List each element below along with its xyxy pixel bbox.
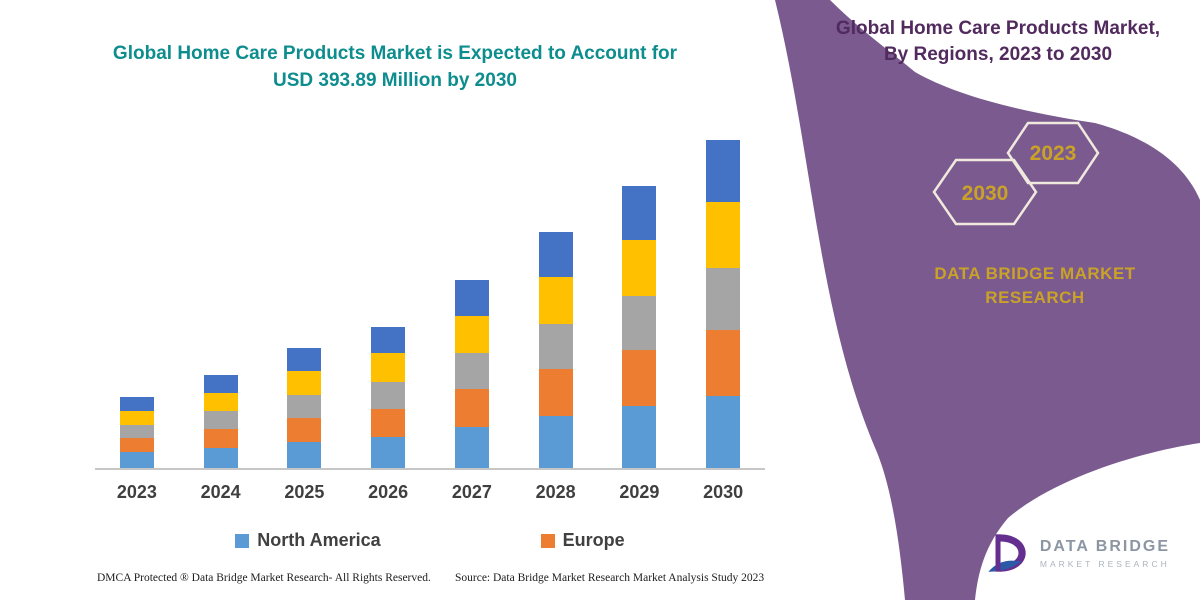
bar-segment-north-america-2026 <box>371 436 406 468</box>
purple-swoosh-shape <box>775 0 1200 600</box>
bar-segment-europe-2028 <box>538 369 573 417</box>
chart: 2023 2024 2025 2026 2027 2028 2029 2030 <box>95 135 765 503</box>
dbmr-logo-text: DATA BRIDGE MARKET RESEARCH <box>1040 538 1170 569</box>
bar-segment-series4-2024 <box>203 392 238 412</box>
bar-segment-series3-2028 <box>538 324 573 370</box>
logo-tagline: MARKET RESEARCH <box>1039 558 1170 569</box>
stacked-bar-2024 <box>203 374 238 468</box>
chart-title-line1: Global Home Care Products Market is Expe… <box>112 43 678 64</box>
bar-segment-series5-2028 <box>538 232 573 278</box>
bar-segment-series3-2023 <box>119 424 154 439</box>
x-tick-2027: 2027 <box>451 482 492 502</box>
brand-wordmark: DATA BRIDGE MARKET RESEARCH <box>915 262 1155 310</box>
bar-slot-2028 <box>514 135 598 468</box>
bar-segment-europe-2029 <box>622 349 657 406</box>
bar-segment-series4-2028 <box>538 277 573 325</box>
bar-segment-europe-2027 <box>454 389 489 427</box>
plot-area <box>95 135 765 470</box>
bar-segment-series5-2026 <box>371 326 406 354</box>
bar-slot-2030 <box>681 135 765 468</box>
stacked-bar-2028 <box>538 232 573 468</box>
legend-label: North America <box>257 530 381 550</box>
bar-segment-series5-2025 <box>287 348 322 371</box>
dbmr-logo: DATA BRIDGE MARKET RESEARCH <box>984 528 1170 578</box>
bar-segment-europe-2023 <box>119 438 154 453</box>
bar-segment-series3-2029 <box>622 295 657 350</box>
logo-name: DATA BRIDGE <box>1039 537 1170 555</box>
dbmr-logo-mark-icon <box>988 534 1026 572</box>
bar-segment-europe-2030 <box>706 330 741 396</box>
bar-segment-north-america-2025 <box>287 441 322 468</box>
legend-item-europe: Europe <box>540 530 625 551</box>
bar-slot-2025 <box>263 135 347 468</box>
bar-segment-series3-2024 <box>203 411 238 429</box>
x-tick-2030: 2030 <box>703 482 744 502</box>
hexagon-2023-label: 2023 <box>1030 142 1077 165</box>
panel-title-line2: By Regions, 2023 to 2030 <box>883 44 1113 65</box>
hexagon-2023 <box>1006 121 1100 185</box>
panel-title: Global Home Care Products Market, By Reg… <box>828 16 1168 68</box>
bar-segment-series5-2030 <box>706 140 741 203</box>
bar-segment-series4-2023 <box>119 410 154 425</box>
footer-dmca-text: DMCA Protected ® Data Bridge Market Rese… <box>97 572 431 584</box>
brand-line1: DATA BRIDGE MARKET <box>934 264 1136 283</box>
bar-slot-2023 <box>95 135 179 468</box>
stacked-bar-2026 <box>371 326 406 468</box>
bar-segment-north-america-2029 <box>622 405 657 468</box>
bar-slot-2029 <box>598 135 682 468</box>
stacked-bar-2030 <box>706 140 741 468</box>
stacked-bar-2029 <box>622 185 657 468</box>
brand-line2: RESEARCH <box>985 288 1085 307</box>
bar-segment-series5-2027 <box>454 280 489 316</box>
x-tick-2023: 2023 <box>116 482 157 502</box>
bar-segment-series4-2026 <box>371 353 406 382</box>
legend-item-north-america: North America <box>235 530 381 551</box>
stacked-bar-2025 <box>287 348 322 468</box>
chart-title: Global Home Care Products Market is Expe… <box>70 40 720 94</box>
bar-segment-series3-2026 <box>371 381 406 409</box>
bar-segment-north-america-2028 <box>538 416 573 468</box>
x-tick-2029: 2029 <box>619 482 660 502</box>
bar-segment-series4-2029 <box>622 239 657 296</box>
x-axis-labels: 2023 2024 2025 2026 2027 2028 2029 2030 <box>95 482 765 503</box>
stacked-bar-2027 <box>454 280 489 468</box>
x-tick-2026: 2026 <box>368 482 409 502</box>
x-tick-2025: 2025 <box>284 482 325 502</box>
bar-segment-series5-2024 <box>203 374 238 393</box>
bar-segment-series4-2025 <box>287 370 322 395</box>
bar-segment-north-america-2030 <box>706 395 741 468</box>
bar-segment-series4-2030 <box>706 202 741 268</box>
chart-title-line2: USD 393.89 Million by 2030 <box>273 70 517 91</box>
bar-slot-2026 <box>346 135 430 468</box>
legend: North America Europe <box>95 530 765 551</box>
hexagon-2030 <box>932 158 1038 226</box>
bar-slot-2027 <box>430 135 514 468</box>
bar-segment-north-america-2024 <box>203 447 238 468</box>
stacked-bar-2023 <box>119 397 154 468</box>
bar-segment-series3-2030 <box>706 267 741 331</box>
legend-color-swatch <box>540 533 555 548</box>
bar-slot-2024 <box>179 135 263 468</box>
bar-segment-series5-2023 <box>119 397 154 411</box>
panel-title-line1: Global Home Care Products Market, <box>835 18 1161 39</box>
bar-segment-europe-2024 <box>203 428 238 448</box>
bar-segment-series4-2027 <box>454 315 489 354</box>
legend-color-swatch <box>235 533 250 548</box>
bar-segment-series3-2027 <box>454 353 489 390</box>
bar-segment-europe-2025 <box>287 417 322 442</box>
bar-segment-north-america-2023 <box>119 452 154 468</box>
hexagon-2030-label: 2030 <box>962 182 1009 205</box>
footer-source-text: Source: Data Bridge Market Research Mark… <box>455 572 765 584</box>
legend-label: Europe <box>562 530 625 550</box>
bar-segment-series3-2025 <box>287 394 322 418</box>
bar-segment-series5-2029 <box>622 185 657 240</box>
x-tick-2028: 2028 <box>535 482 576 502</box>
bar-segment-europe-2026 <box>371 408 406 437</box>
bar-segment-north-america-2027 <box>454 426 489 468</box>
x-tick-2024: 2024 <box>200 482 241 502</box>
